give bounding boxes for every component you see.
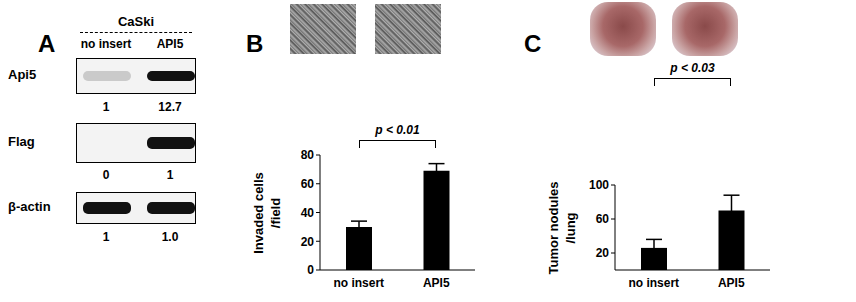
svg-text:API5: API5: [718, 276, 745, 290]
html-text:Flag: Flag: [8, 134, 35, 149]
svg-text:60: 60: [596, 212, 610, 226]
html-text:no insert: no insert: [80, 37, 132, 51]
html-text:Invaded cells: Invaded cells: [251, 171, 266, 254]
html-text:Api5: Api5: [8, 67, 37, 82]
html-text:12.7: 12.7: [158, 100, 182, 114]
html-text:0: 0: [102, 168, 110, 182]
html-text:1.0: 1.0: [161, 230, 179, 244]
svg-text:20: 20: [301, 235, 315, 249]
html-text:API5: API5: [156, 37, 184, 51]
html-text:1: 1: [102, 100, 110, 114]
svg-text:60: 60: [301, 177, 315, 191]
html-text:/field: /field: [268, 197, 283, 228]
html-text:p < 0.03: p < 0.03: [670, 61, 715, 75]
html-text:B: B: [246, 30, 264, 57]
svg-text:40: 40: [301, 206, 315, 220]
html-text:Tumor nodules: Tumor nodules: [546, 181, 561, 274]
html-text:CaSki: CaSki: [117, 14, 155, 29]
svg-text:80: 80: [301, 148, 315, 162]
html-text:1: 1: [102, 230, 110, 244]
html-text:p < 0.01: p < 0.01: [375, 123, 420, 137]
svg-text:0: 0: [307, 263, 314, 277]
svg-text:API5: API5: [423, 276, 450, 290]
html-text:C: C: [524, 30, 542, 57]
html-text:A: A: [38, 30, 56, 57]
html-text:β-actin: β-actin: [8, 199, 51, 214]
svg-text:100: 100: [589, 178, 609, 192]
svg-text:no insert: no insert: [628, 276, 679, 290]
svg-text:20: 20: [596, 246, 610, 260]
html-text:/lung: /lung: [563, 212, 578, 243]
html-text:1: 1: [166, 168, 174, 182]
svg-text:no insert: no insert: [333, 276, 384, 290]
